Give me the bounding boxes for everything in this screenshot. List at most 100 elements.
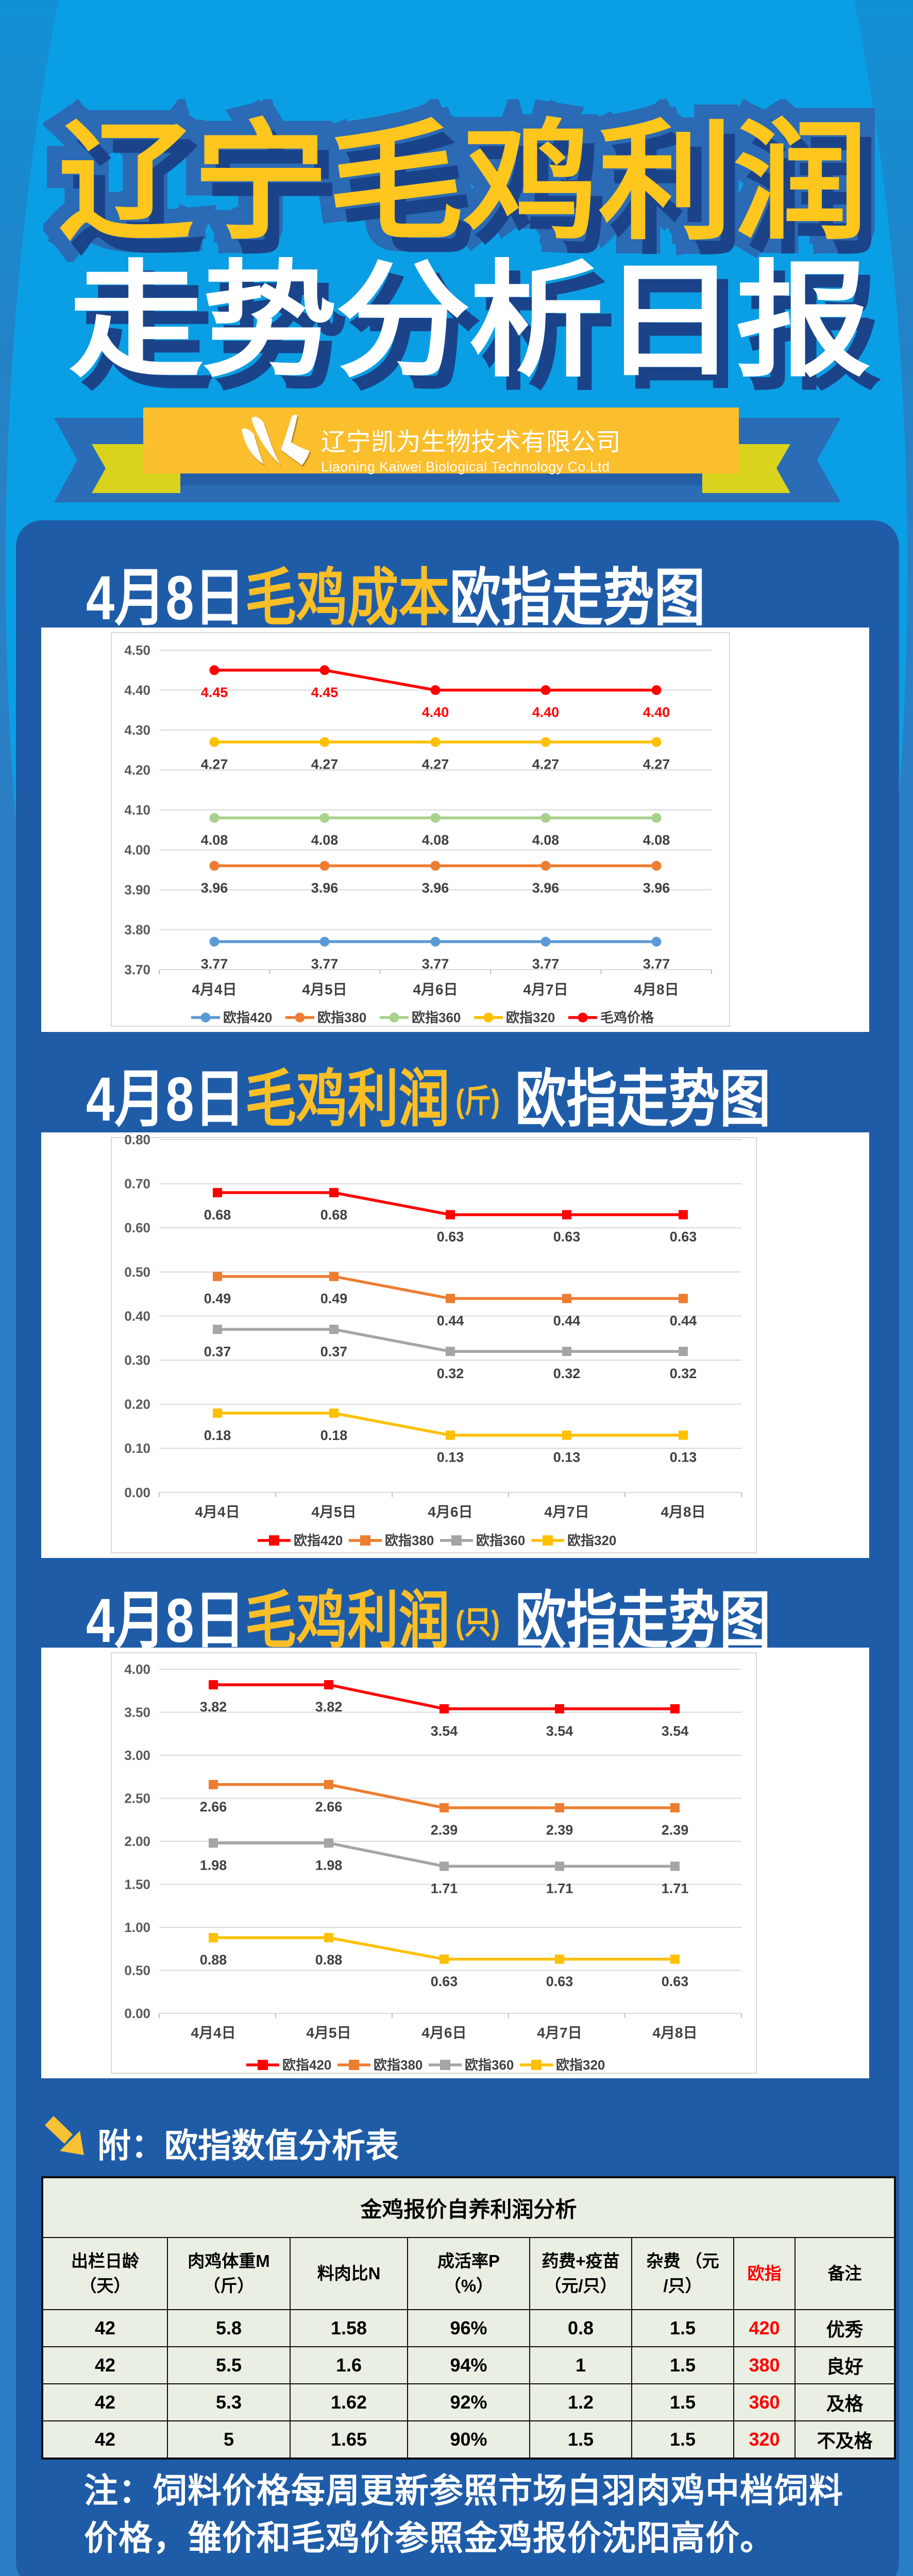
svg-text:1.71: 1.71 [546, 1880, 573, 1896]
svg-text:0.32: 0.32 [553, 1366, 581, 1381]
svg-text:4月7日: 4月7日 [544, 1504, 589, 1520]
svg-text:3.77: 3.77 [643, 956, 670, 972]
svg-text:4.08: 4.08 [532, 833, 560, 848]
svg-text:4.10: 4.10 [124, 802, 150, 818]
svg-text:0.40: 0.40 [124, 1308, 150, 1324]
svg-text:4.40: 4.40 [422, 705, 449, 720]
svg-text:0.88: 0.88 [315, 1952, 343, 1968]
svg-text:0.00: 0.00 [124, 1485, 150, 1500]
svg-text:4.40: 4.40 [124, 683, 150, 698]
svg-text:4月6日: 4月6日 [421, 2025, 466, 2041]
svg-text:4.27: 4.27 [643, 756, 670, 772]
svg-text:4月4日: 4月4日 [192, 981, 236, 997]
svg-text:3.54: 3.54 [546, 1723, 573, 1739]
svg-text:4.50: 4.50 [124, 642, 150, 658]
svg-text:欧指320: 欧指320 [567, 1533, 616, 1548]
svg-text:欧指420: 欧指420 [294, 1533, 343, 1548]
svg-text:4.08: 4.08 [311, 833, 339, 848]
svg-text:0.50: 0.50 [124, 1963, 150, 1978]
svg-text:欧指420: 欧指420 [223, 1010, 272, 1025]
svg-text:0.13: 0.13 [553, 1450, 581, 1465]
svg-text:0.37: 0.37 [204, 1344, 231, 1359]
svg-text:3.96: 3.96 [311, 880, 339, 896]
svg-text:4.20: 4.20 [124, 762, 150, 778]
svg-text:4.40: 4.40 [532, 705, 560, 720]
svg-text:0.63: 0.63 [546, 1974, 573, 1989]
svg-text:0.18: 0.18 [320, 1428, 348, 1443]
svg-text:0.70: 0.70 [124, 1176, 150, 1192]
svg-text:4.08: 4.08 [201, 833, 228, 848]
svg-text:3.96: 3.96 [532, 880, 560, 896]
svg-text:4月5日: 4月5日 [302, 981, 347, 997]
svg-text:4.45: 4.45 [311, 685, 339, 700]
svg-text:0.49: 0.49 [320, 1291, 348, 1307]
svg-text:4.27: 4.27 [311, 756, 339, 772]
svg-text:3.77: 3.77 [201, 956, 228, 972]
svg-text:2.66: 2.66 [315, 1799, 343, 1815]
svg-text:0.00: 0.00 [124, 2006, 150, 2021]
svg-text:4月8日: 4月8日 [634, 981, 679, 997]
svg-text:欧指380: 欧指380 [374, 2057, 422, 2073]
svg-text:0.49: 0.49 [204, 1291, 231, 1307]
svg-text:3.82: 3.82 [200, 1699, 227, 1715]
svg-text:3.77: 3.77 [532, 956, 560, 972]
svg-text:3.80: 3.80 [124, 922, 150, 938]
svg-text:2.00: 2.00 [124, 1834, 150, 1849]
svg-text:0.13: 0.13 [670, 1450, 697, 1465]
svg-text:0.80: 0.80 [124, 1132, 150, 1147]
svg-text:0.50: 0.50 [124, 1264, 150, 1280]
svg-text:1.98: 1.98 [200, 1857, 227, 1873]
svg-text:2.66: 2.66 [200, 1799, 227, 1815]
svg-text:4.08: 4.08 [422, 833, 449, 848]
svg-text:4.30: 4.30 [124, 722, 150, 738]
svg-text:欧指420: 欧指420 [282, 2057, 331, 2073]
svg-text:4.45: 4.45 [201, 685, 228, 700]
svg-text:2.39: 2.39 [662, 1822, 689, 1838]
svg-text:1.71: 1.71 [431, 1880, 458, 1896]
svg-text:4月6日: 4月6日 [413, 981, 458, 997]
svg-text:2.50: 2.50 [124, 1791, 150, 1806]
svg-text:4月8日: 4月8日 [652, 2025, 697, 2041]
svg-text:4月4日: 4月4日 [191, 2025, 235, 2041]
svg-text:4.00: 4.00 [124, 842, 150, 858]
svg-text:3.70: 3.70 [124, 962, 150, 977]
svg-text:0.63: 0.63 [662, 1974, 689, 1989]
svg-text:3.82: 3.82 [315, 1699, 343, 1715]
svg-text:0.37: 0.37 [320, 1344, 348, 1359]
svg-text:毛鸡价格: 毛鸡价格 [600, 1010, 654, 1025]
svg-text:1.98: 1.98 [315, 1857, 343, 1873]
svg-text:0.63: 0.63 [431, 1974, 458, 1989]
svg-text:4月7日: 4月7日 [537, 2025, 582, 2041]
svg-text:0.20: 0.20 [124, 1397, 150, 1412]
svg-text:3.54: 3.54 [431, 1723, 458, 1739]
svg-text:0.18: 0.18 [204, 1428, 231, 1443]
svg-text:3.54: 3.54 [662, 1723, 689, 1739]
svg-text:4.00: 4.00 [124, 1662, 150, 1677]
svg-text:4.08: 4.08 [643, 833, 670, 848]
svg-text:1.50: 1.50 [124, 1877, 150, 1892]
svg-text:4.40: 4.40 [643, 705, 670, 720]
svg-text:1.71: 1.71 [662, 1880, 689, 1896]
svg-text:0.88: 0.88 [200, 1952, 227, 1968]
svg-text:欧指380: 欧指380 [317, 1010, 366, 1025]
svg-text:欧指360: 欧指360 [412, 1010, 461, 1025]
svg-text:0.32: 0.32 [437, 1366, 464, 1381]
svg-text:欧指320: 欧指320 [556, 2057, 605, 2073]
svg-text:4月8日: 4月8日 [661, 1504, 705, 1520]
svg-text:0.13: 0.13 [437, 1450, 464, 1465]
svg-text:1.00: 1.00 [124, 1920, 150, 1935]
svg-text:0.63: 0.63 [437, 1229, 464, 1245]
svg-text:2.39: 2.39 [546, 1822, 573, 1838]
svg-text:3.90: 3.90 [124, 882, 150, 897]
svg-text:0.68: 0.68 [320, 1207, 348, 1223]
svg-text:4月6日: 4月6日 [428, 1504, 472, 1520]
svg-text:0.44: 0.44 [670, 1313, 697, 1328]
svg-text:4月7日: 4月7日 [523, 981, 568, 997]
svg-text:3.50: 3.50 [124, 1705, 150, 1720]
svg-text:欧指380: 欧指380 [385, 1533, 434, 1548]
svg-text:4.27: 4.27 [201, 756, 228, 772]
svg-text:3.96: 3.96 [422, 880, 449, 896]
svg-text:欧指360: 欧指360 [465, 2057, 514, 2073]
svg-text:欧指360: 欧指360 [476, 1533, 525, 1548]
svg-text:欧指320: 欧指320 [506, 1010, 555, 1025]
